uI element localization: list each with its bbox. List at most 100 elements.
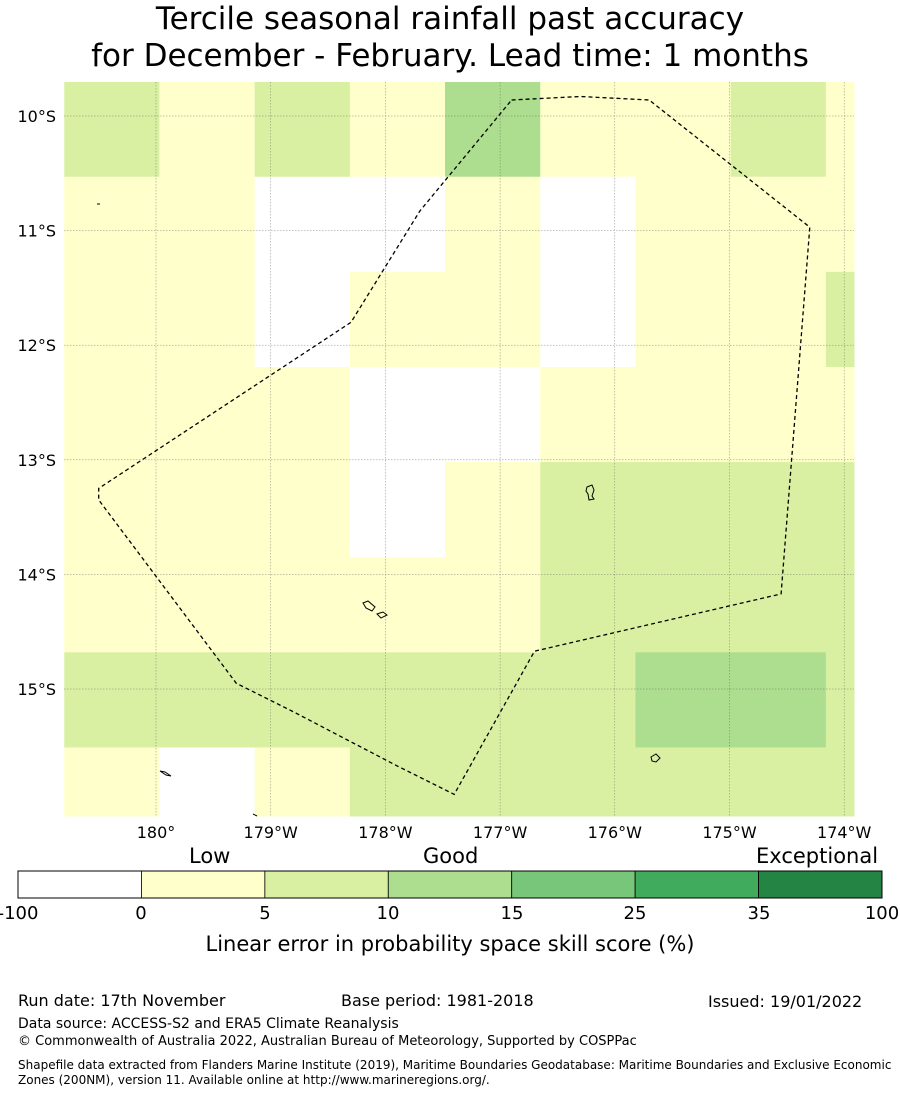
grid-cell xyxy=(159,747,256,817)
grid-cell xyxy=(349,176,446,273)
grid-cell xyxy=(730,462,827,558)
grid-cell xyxy=(825,271,855,368)
lat-label: 14°S xyxy=(17,565,56,584)
grid-cell xyxy=(540,366,636,463)
colorbar-tick-label: 5 xyxy=(259,903,271,924)
grid-cell xyxy=(540,557,636,653)
grid-cell xyxy=(540,176,636,273)
colorbar-tick-label: 0 xyxy=(135,903,147,924)
islands xyxy=(97,203,661,817)
grid-cell xyxy=(349,271,446,368)
colorbar-title: Linear error in probability space skill … xyxy=(205,932,695,956)
grid-cell xyxy=(254,747,351,817)
longitude-labels: 180° 179°W 178°W 177°W 176°W 175°W 174°W xyxy=(137,823,872,842)
grid-cell xyxy=(159,652,256,748)
colorbar-category-low: Low xyxy=(189,844,231,868)
grid-cell xyxy=(825,366,855,463)
grid-cell xyxy=(825,176,855,273)
lon-label: 175°W xyxy=(702,823,757,842)
grid-cell xyxy=(445,366,541,463)
issued-date: Issued: 19/01/2022 xyxy=(708,992,863,1011)
grid-cell xyxy=(349,462,446,558)
lon-label: 180° xyxy=(137,823,176,842)
grid-cell xyxy=(730,271,827,368)
copyright: © Commonwealth of Australia 2022, Austra… xyxy=(18,1034,637,1049)
grid-cell xyxy=(254,271,351,368)
grid-cell xyxy=(540,82,636,178)
shapefile-credit: Shapefile data extracted from Flanders M… xyxy=(18,1058,892,1087)
grid-cell xyxy=(64,747,160,817)
lat-label: 12°S xyxy=(17,336,56,355)
grid-cell xyxy=(64,176,160,273)
lon-label: 179°W xyxy=(244,823,299,842)
colorbar-outline xyxy=(17,870,883,899)
grid-cell xyxy=(349,747,446,817)
grid-cell xyxy=(635,366,732,463)
colorbar-tick-label: 10 xyxy=(376,903,400,924)
colorbar-swatch xyxy=(141,870,266,899)
map-title-line1: Tercile seasonal rainfall past accuracy xyxy=(155,1,745,37)
colorbar-tick-label: 25 xyxy=(623,903,647,924)
map-title-line2: for December - February. Lead time: 1 mo… xyxy=(91,38,809,74)
grid-cell xyxy=(159,366,256,463)
grid-cell xyxy=(349,366,446,463)
base-period: Base period: 1981-2018 xyxy=(341,991,534,1010)
lon-label: 176°W xyxy=(588,823,643,842)
lon-label: 178°W xyxy=(358,823,413,842)
grid-cell xyxy=(64,271,160,368)
grid-cell xyxy=(730,176,827,273)
grid-cell xyxy=(730,652,827,748)
grid-cell xyxy=(635,462,732,558)
grid-cell xyxy=(445,271,541,368)
grid-cell xyxy=(825,747,855,817)
latitude-labels: 10°S 11°S 12°S 13°S 14°S 15°S xyxy=(17,107,56,699)
island-atafu-2 xyxy=(376,611,388,619)
lat-label: 10°S xyxy=(17,107,56,126)
graticule xyxy=(64,82,854,816)
grid-cell xyxy=(445,462,541,558)
grid-cell xyxy=(159,557,256,653)
grid-cell xyxy=(730,557,827,653)
island-atafu xyxy=(362,600,376,612)
grid-cell xyxy=(635,82,732,178)
grid-cell xyxy=(825,462,855,558)
colorbar-category-good: Good xyxy=(423,844,479,868)
colorbar-swatch xyxy=(634,870,759,899)
lat-label: 13°S xyxy=(17,451,56,470)
grid-cell xyxy=(159,271,256,368)
grid-cell xyxy=(254,557,351,653)
grid-cell xyxy=(445,747,541,817)
grid-cell xyxy=(64,462,160,558)
grid-cell xyxy=(635,747,732,817)
grid-cell xyxy=(159,462,256,558)
lon-label: 177°W xyxy=(473,823,528,842)
grid-cell xyxy=(64,82,160,178)
grid-cell xyxy=(159,82,256,178)
colorbar-swatch xyxy=(387,870,513,899)
grid-cell xyxy=(825,82,855,178)
grid-cell xyxy=(254,366,351,463)
colorbar-tick-label: 35 xyxy=(747,903,771,924)
grid-cell xyxy=(540,747,636,817)
grid-cell xyxy=(349,557,446,653)
grid-cell xyxy=(445,557,541,653)
grid-cell xyxy=(635,557,732,653)
grid-cell xyxy=(445,176,541,273)
colorbar-tick-label: 15 xyxy=(500,903,524,924)
lat-label: 11°S xyxy=(17,222,56,241)
lon-label: 174°W xyxy=(817,823,872,842)
grid-cell xyxy=(730,82,827,178)
grid-cell xyxy=(825,652,855,748)
grid-cell xyxy=(159,176,256,273)
grid-cell xyxy=(825,557,855,653)
colorbar xyxy=(17,870,883,899)
grid-cell xyxy=(64,557,160,653)
colorbar-category-exceptional: Exceptional xyxy=(756,844,879,868)
colorbar-tick-label: 100 xyxy=(864,903,900,924)
grid-cell xyxy=(254,462,351,558)
grid-cell xyxy=(540,271,636,368)
grid-cell xyxy=(64,366,160,463)
island-sw xyxy=(159,770,172,777)
skill-grid xyxy=(64,82,855,817)
colorbar-swatch xyxy=(264,870,389,899)
